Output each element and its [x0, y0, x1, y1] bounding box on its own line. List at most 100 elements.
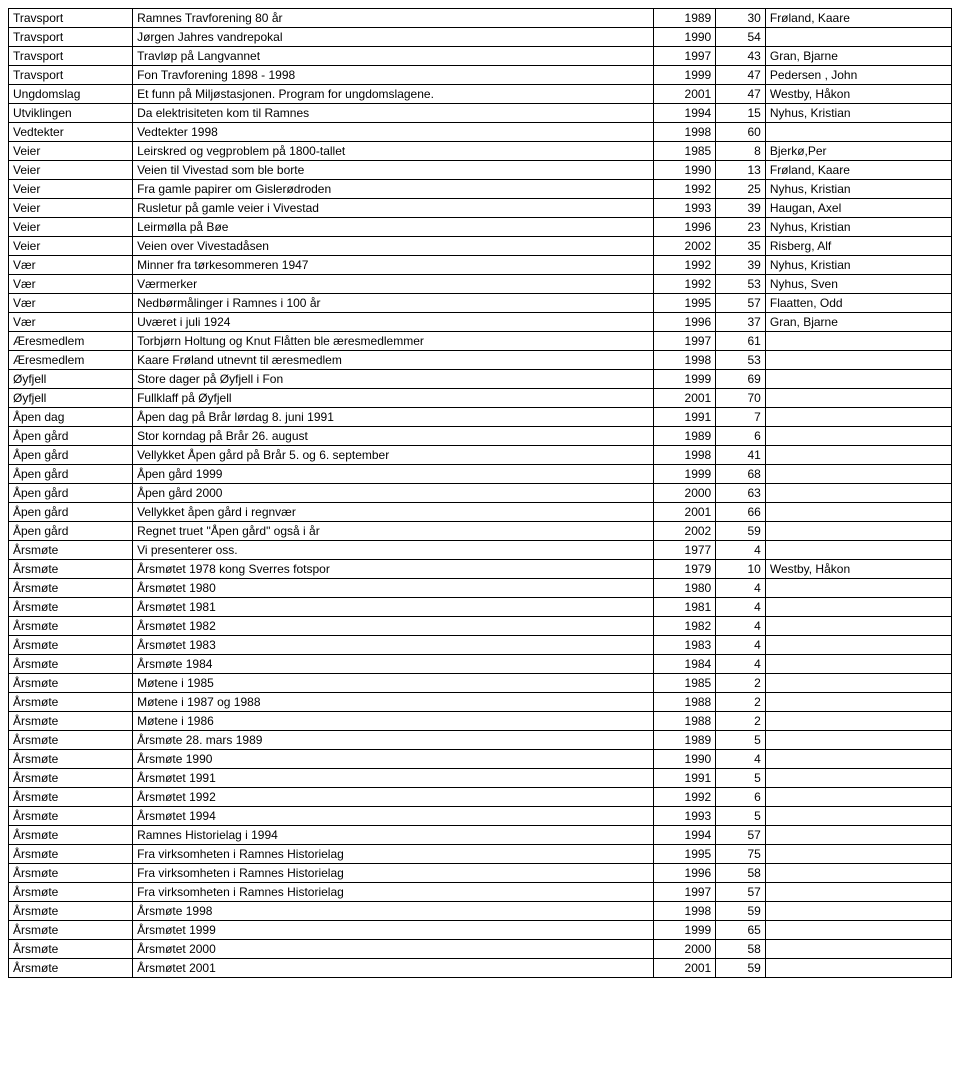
table-row: ÆresmedlemTorbjørn Holtung og Knut Flått… [9, 332, 952, 351]
table-row: Åpen gårdÅpen gård 1999199968 [9, 465, 952, 484]
year-cell: 1993 [654, 807, 716, 826]
num-cell: 39 [716, 256, 766, 275]
category-cell: Åpen gård [9, 427, 133, 446]
author-cell [765, 769, 951, 788]
title-cell: Nedbørmålinger i Ramnes i 100 år [133, 294, 654, 313]
category-cell: Æresmedlem [9, 332, 133, 351]
title-cell: Årsmøtet 2000 [133, 940, 654, 959]
author-cell [765, 541, 951, 560]
title-cell: Værmerker [133, 275, 654, 294]
num-cell: 65 [716, 921, 766, 940]
num-cell: 61 [716, 332, 766, 351]
author-cell [765, 940, 951, 959]
title-cell: Årsmøtet 1980 [133, 579, 654, 598]
category-cell: Veier [9, 237, 133, 256]
year-cell: 1990 [654, 750, 716, 769]
title-cell: Fra virksomheten i Ramnes Historielag [133, 883, 654, 902]
num-cell: 4 [716, 579, 766, 598]
table-row: VærMinner fra tørkesommeren 1947199239Ny… [9, 256, 952, 275]
year-cell: 1984 [654, 655, 716, 674]
author-cell [765, 674, 951, 693]
year-cell: 2000 [654, 940, 716, 959]
author-cell [765, 389, 951, 408]
category-cell: Åpen gård [9, 503, 133, 522]
title-cell: Vellykket Åpen gård på Brår 5. og 6. sep… [133, 446, 654, 465]
category-cell: Årsmøte [9, 807, 133, 826]
table-row: ÅrsmøteRamnes Historielag i 1994199457 [9, 826, 952, 845]
title-cell: Ramnes Travforening 80 år [133, 9, 654, 28]
num-cell: 58 [716, 940, 766, 959]
num-cell: 58 [716, 864, 766, 883]
title-cell: Årsmøtet 1978 kong Sverres fotspor [133, 560, 654, 579]
table-row: Åpen gårdRegnet truet "Åpen gård" også i… [9, 522, 952, 541]
table-row: UtviklingenDa elektrisiteten kom til Ram… [9, 104, 952, 123]
author-cell [765, 788, 951, 807]
author-cell [765, 712, 951, 731]
table-row: VærVærmerker199253Nyhus, Sven [9, 275, 952, 294]
num-cell: 5 [716, 731, 766, 750]
title-cell: Da elektrisiteten kom til Ramnes [133, 104, 654, 123]
title-cell: Fra virksomheten i Ramnes Historielag [133, 864, 654, 883]
num-cell: 37 [716, 313, 766, 332]
table-row: VedtekterVedtekter 1998199860 [9, 123, 952, 142]
title-cell: Minner fra tørkesommeren 1947 [133, 256, 654, 275]
title-cell: Jørgen Jahres vandrepokal [133, 28, 654, 47]
table-row: ÅrsmøteÅrsmøtet 2001200159 [9, 959, 952, 978]
num-cell: 5 [716, 769, 766, 788]
title-cell: Uværet i juli 1924 [133, 313, 654, 332]
year-cell: 1991 [654, 408, 716, 427]
table-row: ÅrsmøteFra virksomheten i Ramnes Histori… [9, 883, 952, 902]
table-row: ÅrsmøteMøtene i 198519852 [9, 674, 952, 693]
title-cell: Åpen dag på Brår lørdag 8. juni 1991 [133, 408, 654, 427]
table-row: ÅrsmøteÅrsmøtet 198119814 [9, 598, 952, 617]
title-cell: Åpen gård 2000 [133, 484, 654, 503]
year-cell: 2002 [654, 237, 716, 256]
table-row: Åpen gårdVellykket Åpen gård på Brår 5. … [9, 446, 952, 465]
year-cell: 1985 [654, 142, 716, 161]
author-cell [765, 693, 951, 712]
table-row: ÅrsmøteÅrsmøtet 198319834 [9, 636, 952, 655]
category-cell: Årsmøte [9, 636, 133, 655]
category-cell: Årsmøte [9, 731, 133, 750]
title-cell: Torbjørn Holtung og Knut Flåtten ble ære… [133, 332, 654, 351]
year-cell: 1990 [654, 28, 716, 47]
num-cell: 70 [716, 389, 766, 408]
num-cell: 54 [716, 28, 766, 47]
table-row: VeierLeirmølla på Bøe199623Nyhus, Kristi… [9, 218, 952, 237]
table-row: VeierVeien over Vivestadåsen200235Risber… [9, 237, 952, 256]
table-row: ÅrsmøteÅrsmøtet 1999199965 [9, 921, 952, 940]
category-cell: Årsmøte [9, 826, 133, 845]
author-cell [765, 28, 951, 47]
year-cell: 1999 [654, 66, 716, 85]
author-cell [765, 864, 951, 883]
author-cell [765, 921, 951, 940]
title-cell: Et funn på Miljøstasjonen. Program for u… [133, 85, 654, 104]
num-cell: 41 [716, 446, 766, 465]
category-cell: Årsmøte [9, 598, 133, 617]
title-cell: Møtene i 1987 og 1988 [133, 693, 654, 712]
table-row: VeierVeien til Vivestad som ble borte199… [9, 161, 952, 180]
category-cell: Veier [9, 142, 133, 161]
category-cell: Æresmedlem [9, 351, 133, 370]
year-cell: 1999 [654, 921, 716, 940]
num-cell: 57 [716, 883, 766, 902]
title-cell: Regnet truet "Åpen gård" også i år [133, 522, 654, 541]
year-cell: 1998 [654, 902, 716, 921]
year-cell: 2001 [654, 389, 716, 408]
num-cell: 10 [716, 560, 766, 579]
category-cell: Vær [9, 256, 133, 275]
title-cell: Årsmøtet 2001 [133, 959, 654, 978]
table-row: ÅrsmøteVi presenterer oss.19774 [9, 541, 952, 560]
author-cell: Frøland, Kaare [765, 9, 951, 28]
category-cell: Øyfjell [9, 370, 133, 389]
table-row: ÅrsmøteÅrsmøtet 199119915 [9, 769, 952, 788]
category-cell: Årsmøte [9, 902, 133, 921]
num-cell: 4 [716, 655, 766, 674]
year-cell: 1994 [654, 104, 716, 123]
table-row: ÅrsmøteÅrsmøtet 1978 kong Sverres fotspo… [9, 560, 952, 579]
category-cell: Årsmøte [9, 769, 133, 788]
year-cell: 1980 [654, 579, 716, 598]
table-row: ÅrsmøteMøtene i 198619882 [9, 712, 952, 731]
year-cell: 1991 [654, 769, 716, 788]
author-cell: Frøland, Kaare [765, 161, 951, 180]
